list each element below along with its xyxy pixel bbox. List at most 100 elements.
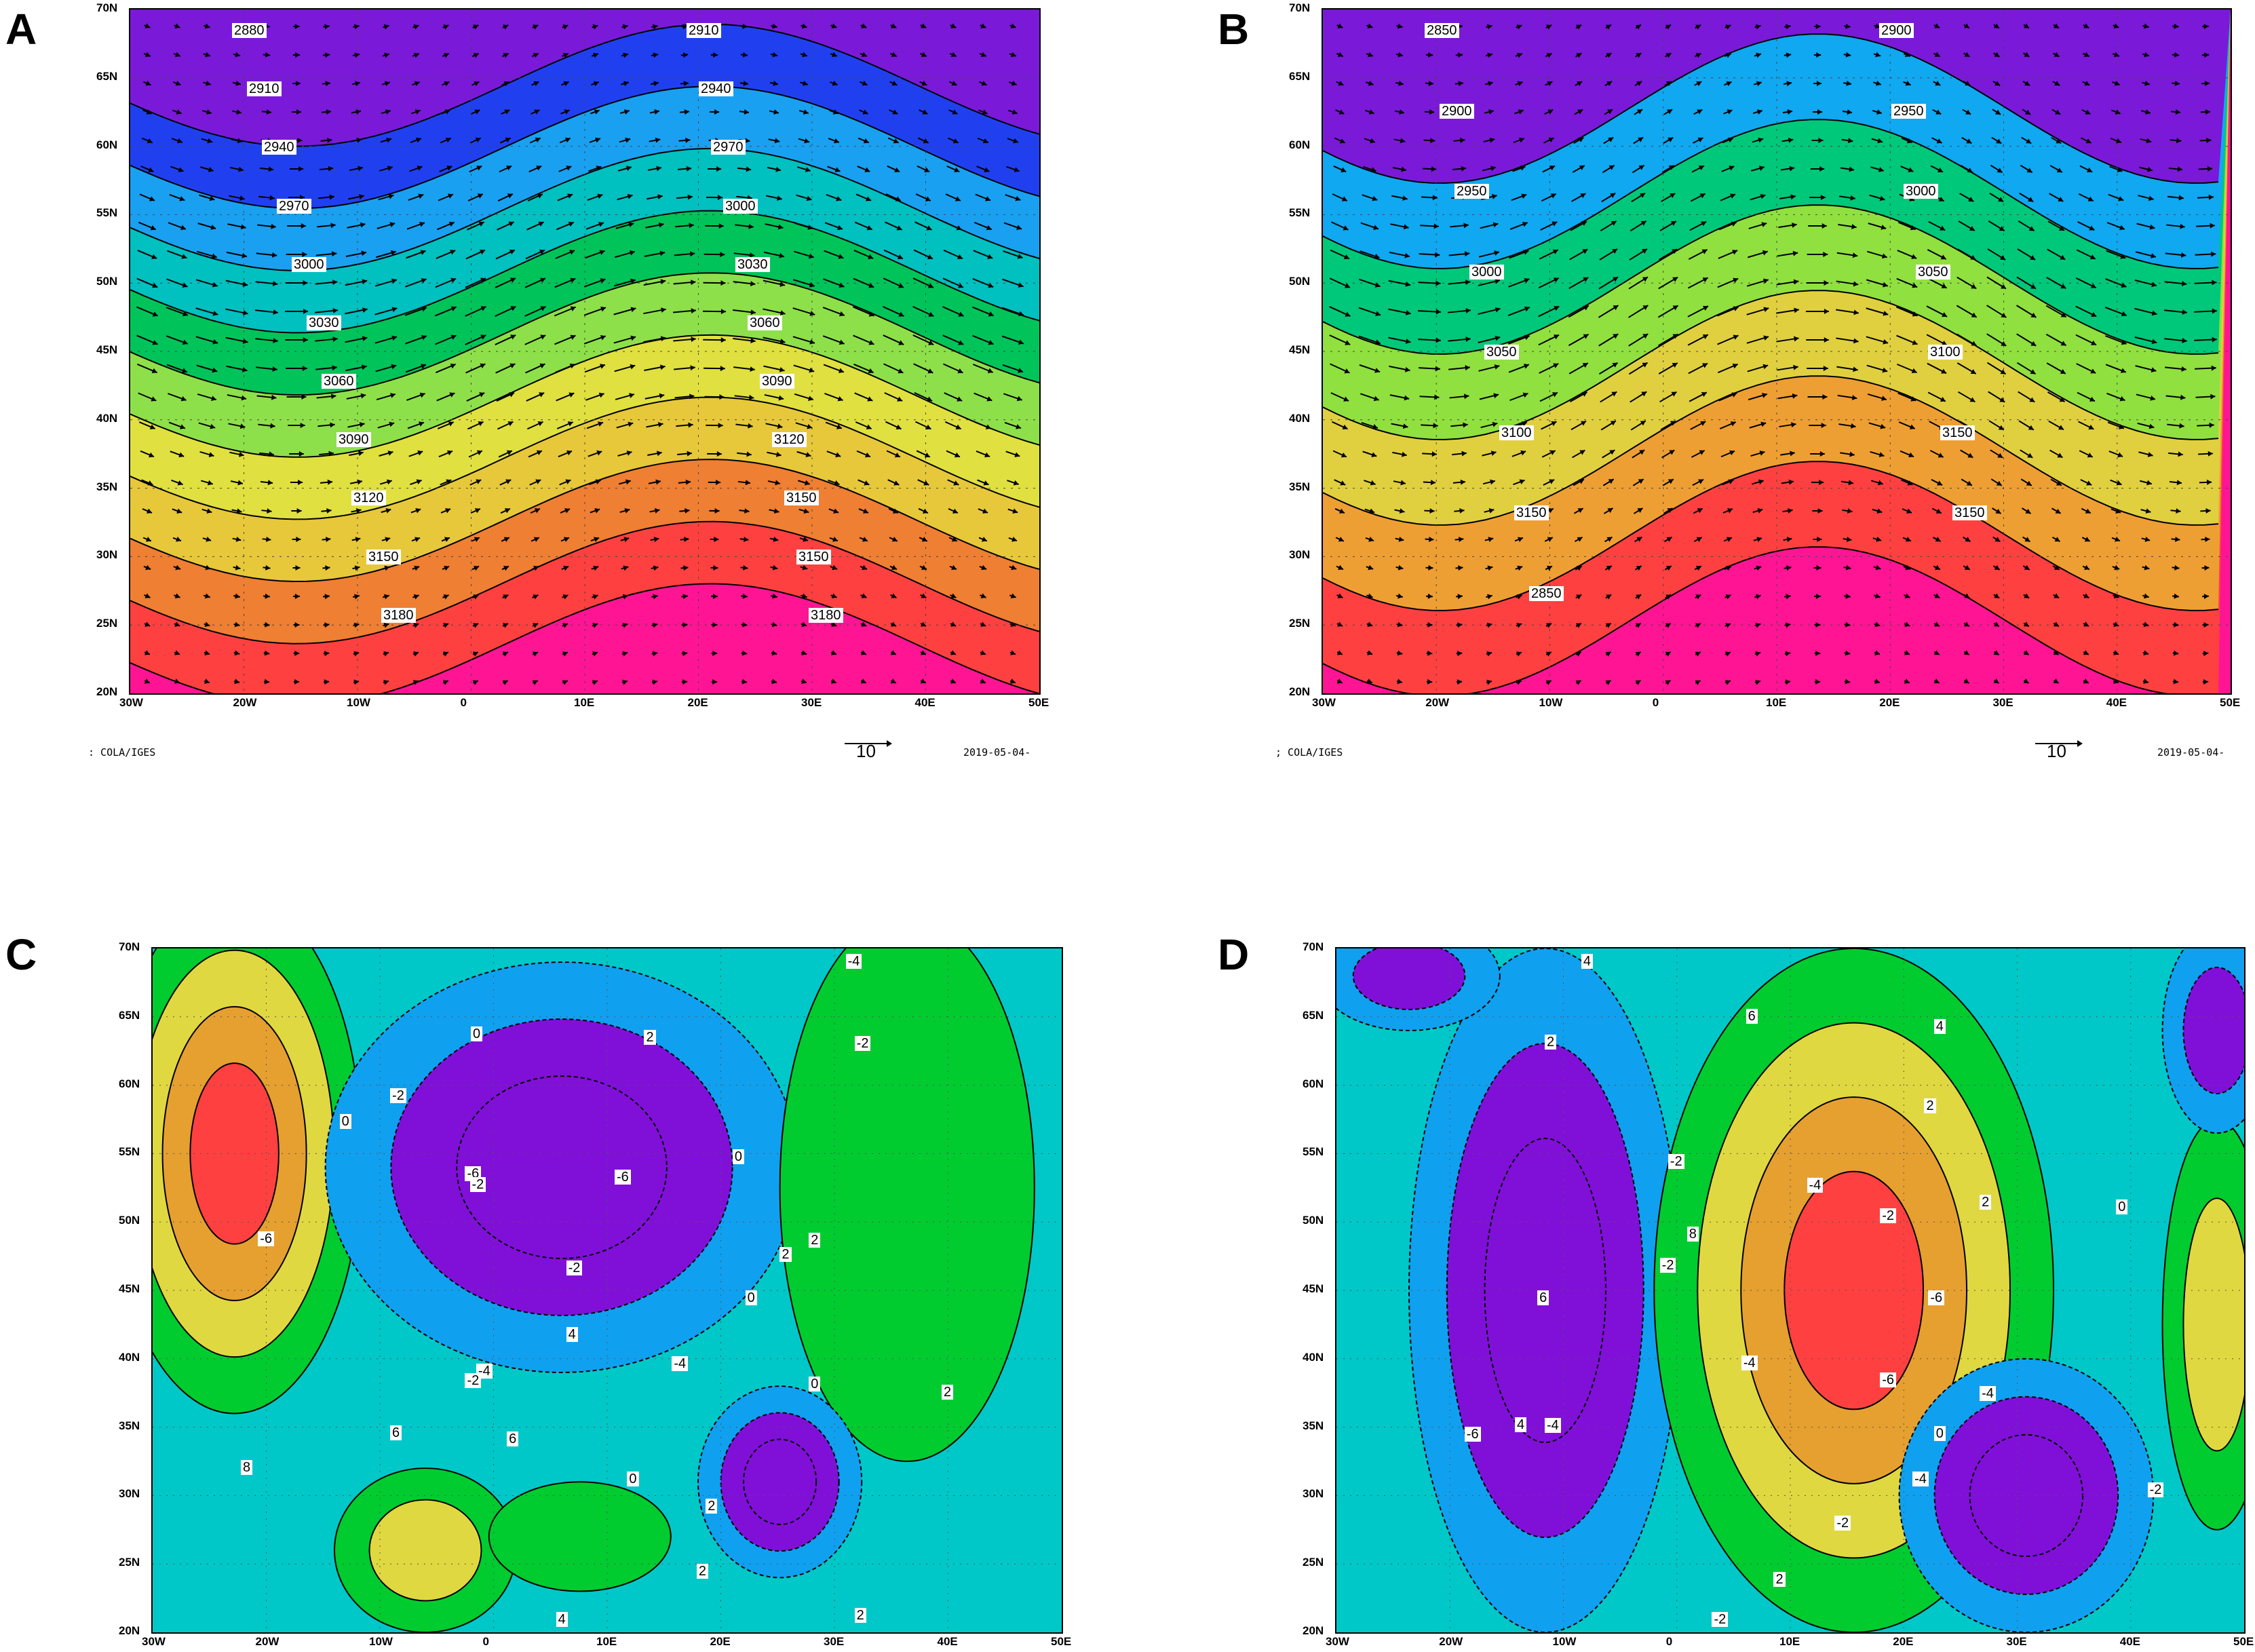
- wind-arrow-head: [683, 81, 689, 87]
- wind-arrow-head: [2028, 197, 2034, 202]
- wind-arrow-head: [2203, 594, 2209, 600]
- wind-arrow-head: [1375, 311, 1381, 317]
- wind-arrow-head: [1726, 537, 1732, 542]
- wind-arrow-head: [421, 277, 427, 284]
- wind-arrow-head: [1756, 537, 1762, 543]
- lat-tick-label: 70N: [119, 940, 140, 953]
- wind-arrow-head: [1551, 392, 1558, 398]
- wind-arrow-head: [450, 334, 457, 340]
- wind-arrow-head: [303, 309, 308, 315]
- contour-label: 2970: [711, 140, 746, 155]
- wind-arrow-head: [950, 593, 957, 598]
- wind-arrow-head: [927, 368, 933, 374]
- wind-arrow-head: [804, 138, 810, 144]
- wind-arrow-head: [1636, 594, 1642, 600]
- wind-arrow-head: [361, 250, 367, 256]
- wind-arrow-head: [273, 281, 278, 286]
- wind-arrow-head: [1822, 223, 1827, 229]
- wind-arrow-head: [444, 109, 450, 115]
- wind-arrow-head: [1787, 507, 1793, 514]
- wind-arrow-head: [563, 81, 569, 87]
- wind-arrow-head: [443, 623, 449, 628]
- wind-arrow-head: [444, 537, 450, 542]
- wind-arrow-head: [1755, 594, 1761, 600]
- wind-arrow-head: [1405, 339, 1411, 344]
- wind-arrow-head: [891, 23, 897, 28]
- wind-arrow-head: [1732, 250, 1738, 255]
- wind-arrow-head: [2120, 254, 2126, 259]
- wind-arrow-head: [474, 109, 480, 115]
- lon-tick-label: 10W: [1539, 696, 1563, 709]
- wind-arrow-head: [1699, 193, 1705, 199]
- contour-label: -2: [1712, 1612, 1729, 1627]
- wind-arrow-head: [1912, 282, 1918, 288]
- wind-arrow-head: [1794, 336, 1799, 342]
- wind-arrow-head: [180, 396, 187, 402]
- contour-label: 2850: [1529, 585, 1564, 601]
- wind-arrow-head: [1640, 421, 1646, 426]
- wind-arrow-head: [1672, 362, 1678, 368]
- wind-arrow-head: [985, 424, 991, 429]
- map-frame: -6 -4 -2 -2 -4 -6 -4 -2 0 2 4 6 8 6 4 2 0 -2 -4 -6 -2 -2 2 4 -4 2: [1335, 947, 2246, 1634]
- wind-arrow-head: [1636, 53, 1642, 58]
- wind-arrow-head: [1701, 221, 1707, 227]
- wind-arrow-head: [1847, 138, 1853, 144]
- wind-arrow-head: [1848, 480, 1854, 486]
- wind-arrow-head: [689, 393, 695, 400]
- wind-arrow-head: [2150, 395, 2156, 401]
- wind-arrow-head: [1337, 621, 1343, 627]
- wind-arrow-head: [838, 254, 844, 259]
- contour-label: 3150: [1514, 505, 1549, 520]
- wind-arrow-head: [2088, 424, 2094, 430]
- wind-arrow-head: [981, 564, 987, 571]
- wind-arrow-head: [295, 80, 301, 86]
- wind-arrow-head: [1845, 678, 1851, 685]
- wind-arrow-head: [480, 306, 486, 311]
- wind-arrow-head: [2113, 52, 2119, 58]
- wind-arrow-head: [175, 80, 181, 86]
- wind-arrow-head: [146, 109, 152, 115]
- wind-arrow-head: [1010, 23, 1016, 29]
- wind-arrow-head: [269, 451, 274, 457]
- wind-arrow-head: [660, 336, 666, 342]
- wind-arrow-head: [832, 537, 838, 542]
- wind-arrow-head: [176, 537, 182, 542]
- wind-arrow-head: [1370, 480, 1376, 486]
- wind-arrow-head: [831, 52, 837, 58]
- credit-text: : COLA/IGES: [88, 746, 156, 758]
- lat-tick-label: 30N: [96, 548, 118, 562]
- wind-arrow-head: [661, 307, 666, 313]
- wind-arrow-head: [594, 109, 600, 115]
- wind-arrow-head: [206, 508, 212, 514]
- wind-arrow-head: [174, 678, 180, 684]
- lat-tick-label: 25N: [96, 617, 118, 630]
- wind-arrow-head: [1516, 680, 1522, 685]
- negative-anomaly-contour: [1969, 1434, 2084, 1558]
- wind-arrow-head: [2001, 312, 2007, 318]
- wind-arrow-head: [144, 593, 151, 598]
- wind-arrow-head: [772, 593, 777, 599]
- wind-arrow-head: [720, 337, 726, 343]
- wind-arrow-head: [625, 479, 631, 485]
- wind-arrow-head: [1786, 594, 1791, 600]
- wind-arrow-head: [984, 167, 990, 172]
- wind-arrow-head: [301, 394, 307, 400]
- wind-arrow-head: [1486, 679, 1492, 685]
- wind-arrow-head: [1340, 480, 1346, 486]
- contour-label: 6: [507, 1431, 519, 1446]
- wind-arrow-head: [2143, 593, 2149, 599]
- wind-arrow-head: [862, 80, 868, 86]
- wind-arrow-head: [301, 223, 306, 229]
- wind-arrow-head: [1341, 452, 1347, 458]
- wind-arrow-head: [1398, 564, 1404, 571]
- wind-arrow-head: [804, 480, 810, 486]
- wind-arrow-head: [1012, 508, 1018, 514]
- positive-anomaly-contour: [779, 948, 1035, 1462]
- wind-arrow-head: [1367, 678, 1372, 684]
- wind-arrow-head: [2090, 283, 2096, 288]
- wind-arrow-head: [267, 508, 272, 514]
- wind-arrow-head: [532, 651, 538, 657]
- wind-arrow-head: [1018, 339, 1024, 345]
- wind-arrow-head: [623, 565, 629, 571]
- wind-arrow-head: [2091, 340, 2097, 345]
